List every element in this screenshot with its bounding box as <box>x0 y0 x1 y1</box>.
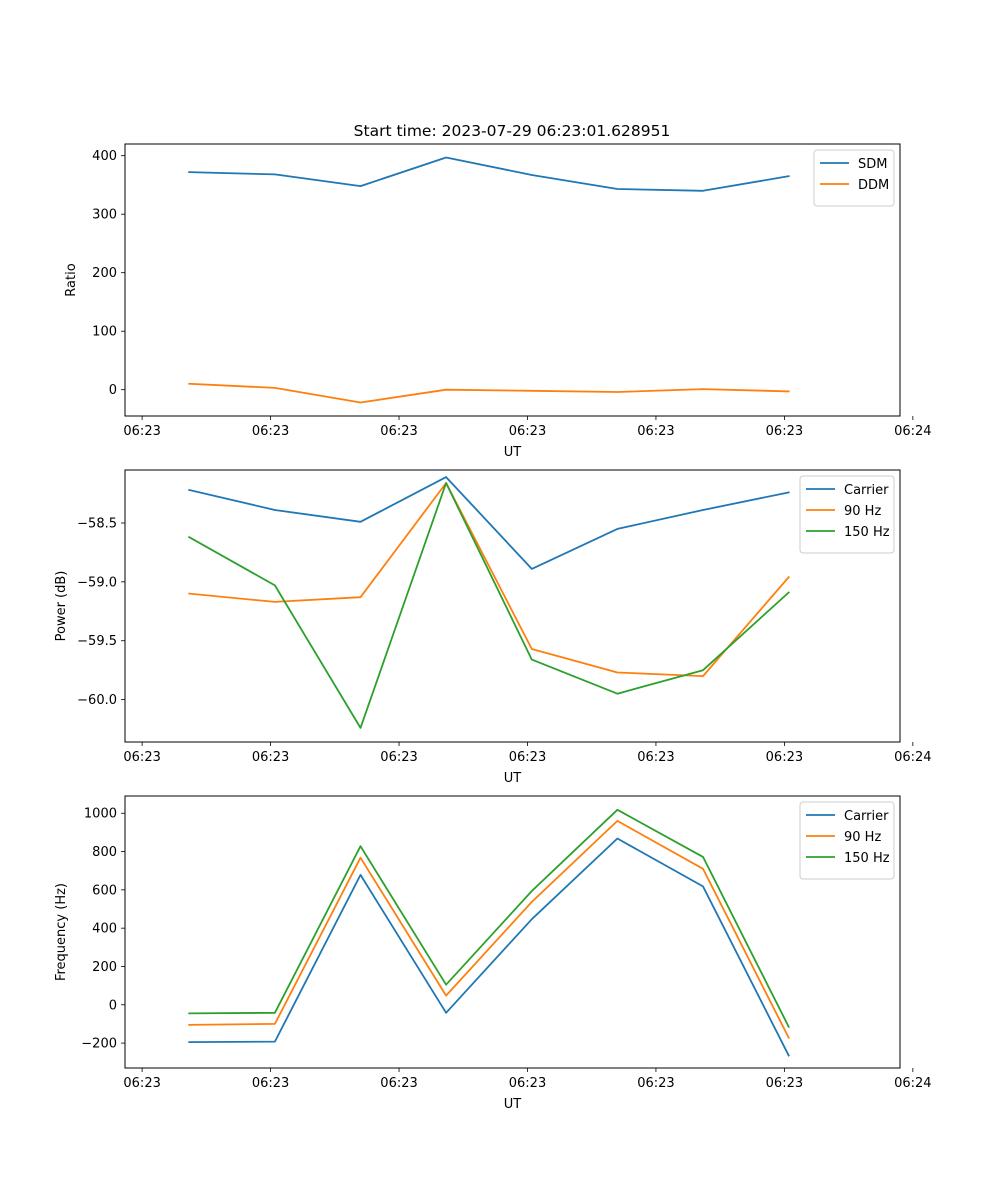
power-x-tick-label: 06:23 <box>123 750 160 765</box>
frequency-y-tick-label: 600 <box>92 883 117 898</box>
ratio-legend-label-sdm: SDM <box>858 157 887 172</box>
power-legend-label-150-hz: 150 Hz <box>844 525 890 540</box>
ratio-legend <box>813 149 895 207</box>
frequency-x-tick-label: 06:23 <box>123 1076 160 1091</box>
chart-title: Start time: 2023-07-29 06:23:01.628951 <box>354 122 671 140</box>
ratio-series-line-ddm <box>188 382 790 404</box>
ratio-y-tick-label: 100 <box>92 325 117 340</box>
frequency-x-tick-label: 06:23 <box>766 1076 803 1091</box>
frequency-legend-label-carrier: Carrier <box>844 809 889 824</box>
power-axes-frame <box>124 469 901 743</box>
power-x-tick-label: 06:23 <box>766 750 803 765</box>
ratio-legend-label-ddm: DDM <box>858 178 889 193</box>
frequency-y-tick-label: 800 <box>92 845 117 860</box>
frequency-legend <box>799 801 895 880</box>
ratio-y-tick-label: 200 <box>92 266 117 281</box>
power-x-tick-label: 06:23 <box>509 750 546 765</box>
ratio-y-axis-label: Ratio <box>64 263 79 296</box>
frequency-series-line-150-hz <box>188 808 790 1029</box>
ratio-panel: 06:23 06:23 06:23 06:23 06:23 06:23 06:24 0 100 2… <box>64 143 932 460</box>
power-y-axis-label: Power (dB) <box>54 571 69 642</box>
ratio-series-line-sdm <box>188 156 790 192</box>
power-panel: 06:23 06:23 06:23 06:23 06:23 06:23 06:24 −58.5… <box>54 469 932 786</box>
power-legend <box>799 475 895 554</box>
frequency-legend-label-90-hz: 90 Hz <box>844 830 881 845</box>
ratio-x-tick-label: 06:23 <box>766 424 803 439</box>
power-legend-label-90-hz: 90 Hz <box>844 504 881 519</box>
power-series-line-150-hz <box>187 482 790 729</box>
frequency-y-tick-label: 1000 <box>84 807 117 822</box>
power-y-tick-label: −60.0 <box>77 693 117 708</box>
power-series-line-carrier <box>188 476 790 570</box>
power-y-tick-label: −58.5 <box>77 516 117 531</box>
power-x-tick-label: 06:24 <box>894 750 931 765</box>
power-y-tick-label: −59.5 <box>77 634 117 649</box>
power-legend-label-carrier: Carrier <box>844 483 889 498</box>
frequency-y-tick-label: −200 <box>81 1037 117 1052</box>
power-x-tick-label: 06:23 <box>380 750 417 765</box>
frequency-y-tick-label: 200 <box>92 960 117 975</box>
ratio-x-tick-label: 06:23 <box>380 424 417 439</box>
frequency-axes-frame <box>124 795 901 1069</box>
frequency-x-tick-label: 06:23 <box>252 1076 289 1091</box>
ratio-x-tick-label: 06:23 <box>252 424 289 439</box>
ratio-x-axis-label: UT <box>504 445 522 460</box>
frequency-x-tick-label: 06:23 <box>509 1076 546 1091</box>
frequency-y-axis-label: Frequency (Hz) <box>54 883 69 981</box>
frequency-y-tick-label: 400 <box>92 922 117 937</box>
frequency-x-axis-label: UT <box>504 1097 522 1112</box>
frequency-panel: 06:23 06:23 06:23 06:23 06:23 06:23 06:24 −200 0… <box>54 795 932 1112</box>
power-x-axis-label: UT <box>504 771 522 786</box>
power-x-tick-label: 06:23 <box>252 750 289 765</box>
frequency-series-line-90-hz <box>188 820 790 1039</box>
ratio-axes-frame <box>124 143 901 417</box>
power-x-tick-label: 06:23 <box>637 750 674 765</box>
ratio-y-tick-label: 400 <box>92 149 117 164</box>
power-series-line-90-hz <box>188 482 790 677</box>
frequency-x-tick-label: 06:24 <box>894 1076 931 1091</box>
ratio-x-tick-label: 06:24 <box>894 424 931 439</box>
frequency-x-tick-label: 06:23 <box>380 1076 417 1091</box>
ratio-x-tick-label: 06:23 <box>509 424 546 439</box>
power-y-tick-label: −59.0 <box>77 575 117 590</box>
frequency-y-tick-label: 0 <box>109 998 117 1013</box>
frequency-series-line-carrier <box>188 837 790 1057</box>
frequency-legend-label-150-hz: 150 Hz <box>844 851 890 866</box>
frequency-x-tick-label: 06:23 <box>637 1076 674 1091</box>
ratio-x-tick-label: 06:23 <box>637 424 674 439</box>
ratio-x-tick-label: 06:23 <box>123 424 160 439</box>
ratio-y-tick-label: 300 <box>92 208 117 223</box>
ratio-y-tick-label: 0 <box>109 383 117 398</box>
